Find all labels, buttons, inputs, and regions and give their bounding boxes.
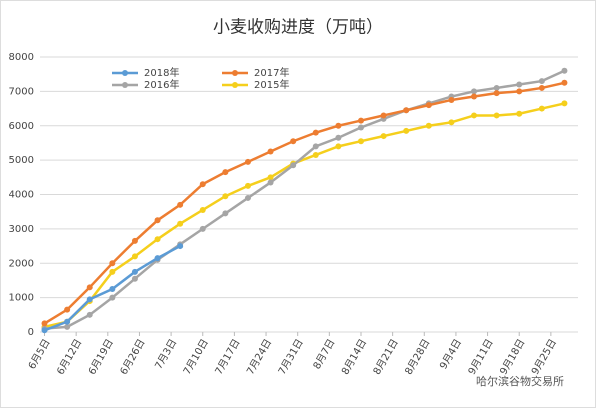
point xyxy=(516,81,523,88)
legend-label: 2015年 xyxy=(254,78,289,91)
watermark: 哈尔滨谷物交易所 xyxy=(476,374,564,388)
point xyxy=(177,220,184,227)
legend-marker xyxy=(122,70,128,76)
point xyxy=(357,117,364,124)
point xyxy=(380,112,387,119)
point xyxy=(222,210,229,217)
point xyxy=(357,124,364,131)
point xyxy=(448,119,455,126)
point xyxy=(425,102,432,109)
point xyxy=(538,105,545,112)
point xyxy=(335,122,342,129)
point xyxy=(154,217,161,224)
point xyxy=(244,194,251,201)
series-line xyxy=(44,102,565,329)
point xyxy=(516,88,523,95)
point xyxy=(64,318,71,325)
y-tick-label: 7000 xyxy=(9,86,34,97)
point xyxy=(64,306,71,313)
point xyxy=(86,284,93,291)
point xyxy=(538,84,545,91)
point xyxy=(267,179,274,186)
point xyxy=(561,79,568,86)
point xyxy=(290,138,297,145)
point xyxy=(312,129,319,136)
point xyxy=(471,112,478,119)
point xyxy=(425,122,432,129)
point xyxy=(222,193,229,200)
point xyxy=(516,110,523,117)
point xyxy=(109,268,116,275)
point xyxy=(561,100,568,107)
point xyxy=(471,93,478,100)
point xyxy=(131,253,138,260)
point xyxy=(561,67,568,74)
y-tick-label: 0 xyxy=(28,327,34,338)
y-tick-label: 5000 xyxy=(9,155,34,166)
point xyxy=(222,169,229,176)
legend-label: 2018年 xyxy=(144,66,179,79)
point xyxy=(41,327,48,334)
point xyxy=(335,134,342,141)
point xyxy=(131,275,138,282)
legend-marker xyxy=(232,70,238,76)
point xyxy=(86,311,93,318)
point xyxy=(154,236,161,243)
legend-label: 2017年 xyxy=(254,66,289,79)
point xyxy=(86,296,93,303)
legend-marker xyxy=(122,82,128,88)
point xyxy=(312,151,319,158)
point xyxy=(312,143,319,150)
point xyxy=(493,112,500,119)
point xyxy=(199,225,206,232)
point xyxy=(403,127,410,134)
point xyxy=(357,138,364,145)
point xyxy=(335,143,342,150)
point xyxy=(109,294,116,301)
y-tick-label: 3000 xyxy=(9,224,34,235)
point xyxy=(493,84,500,91)
point xyxy=(109,260,116,267)
point xyxy=(64,323,71,330)
point xyxy=(290,162,297,169)
legend-label: 2016年 xyxy=(144,78,179,91)
series-line xyxy=(43,81,565,325)
point xyxy=(380,133,387,140)
y-tick-label: 2000 xyxy=(9,258,34,269)
point xyxy=(267,148,274,155)
y-tick-label: 6000 xyxy=(9,121,34,132)
y-tick-label: 4000 xyxy=(9,190,34,201)
point xyxy=(131,237,138,244)
point xyxy=(131,268,138,275)
point xyxy=(471,88,478,95)
legend-marker xyxy=(232,82,238,88)
point xyxy=(154,255,161,262)
point xyxy=(244,158,251,165)
y-tick-label: 8000 xyxy=(9,52,34,63)
y-tick-label: 1000 xyxy=(9,293,34,304)
chart-title: 小麦收购进度（万吨） xyxy=(213,18,383,38)
point xyxy=(403,107,410,114)
series-line xyxy=(44,69,565,330)
point xyxy=(177,243,184,250)
point xyxy=(244,182,251,189)
point xyxy=(448,96,455,103)
point xyxy=(199,181,206,188)
point xyxy=(41,320,48,327)
point xyxy=(538,78,545,85)
point xyxy=(177,201,184,208)
point xyxy=(267,174,274,181)
point xyxy=(109,286,116,293)
point xyxy=(199,206,206,213)
point xyxy=(493,90,500,97)
